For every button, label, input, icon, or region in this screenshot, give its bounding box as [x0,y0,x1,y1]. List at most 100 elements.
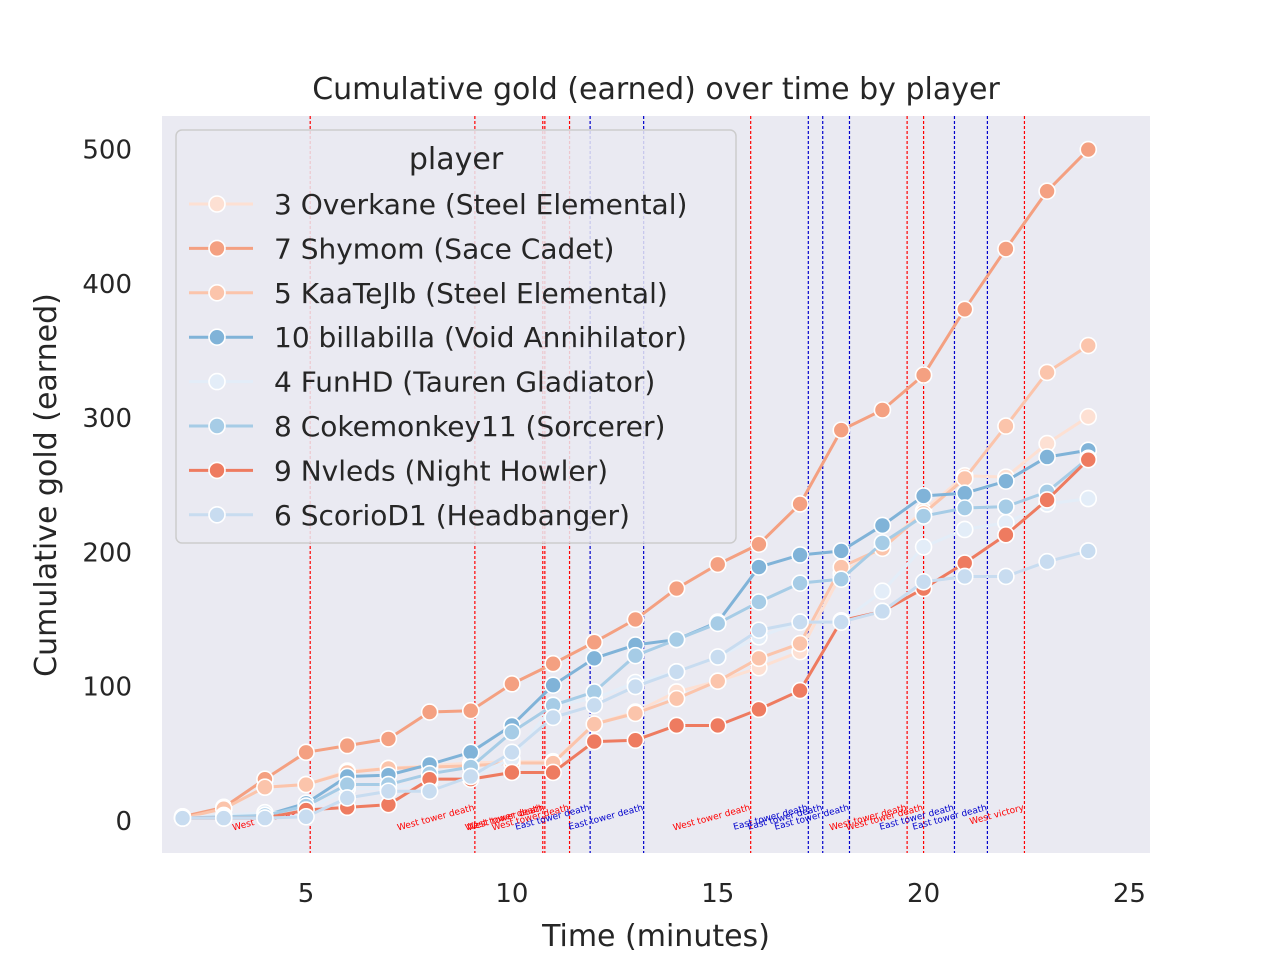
legend-label: 9 Nvleds (Night Howler) [274,454,608,487]
data-point [338,736,357,755]
data-point [832,570,851,588]
data-point [1038,363,1056,382]
legend-marker [208,372,226,391]
data-point [791,546,809,564]
x-tick-label: 5 [298,879,315,909]
legend-marker [208,417,226,435]
data-point [667,689,686,708]
data-point [873,401,892,419]
legend-marker [208,283,226,302]
data-point [750,593,768,611]
x-tick-label: 25 [1113,879,1146,909]
data-point [791,681,809,700]
data-point [503,763,521,782]
data-point [873,602,892,621]
data-point [997,472,1015,490]
data-point [503,723,521,741]
data-point [503,675,521,693]
legend-marker [208,195,226,213]
data-point [1079,407,1098,426]
data-point [1038,448,1056,466]
data-point [503,743,521,762]
data-point [667,716,686,735]
series [173,542,1098,827]
data-point [420,782,439,801]
data-point [997,526,1015,544]
data-point [914,538,933,556]
chart-title: Cumulative gold (earned) over time by pl… [312,72,1000,107]
data-point [832,613,851,631]
data-point [1079,140,1098,159]
data-point [667,579,686,598]
data-point [708,555,727,574]
data-point [297,775,315,794]
y-tick-label: 200 [82,538,132,568]
legend-marker [208,461,226,480]
data-point [585,696,604,715]
data-point [1038,491,1056,509]
data-point [544,676,562,694]
data-point [256,809,274,827]
legend-label: 6 ScorioD1 (Headbanger) [274,499,630,532]
data-point [1079,489,1098,508]
data-point [873,582,892,601]
data-point [1038,182,1056,200]
data-point [585,649,604,668]
data-point [461,743,480,762]
y-tick-label: 100 [82,673,132,703]
legend-title: player [409,142,504,177]
data-point [667,630,686,649]
data-point [750,700,768,719]
data-point [1079,336,1098,355]
data-point [791,613,809,631]
data-point [832,421,851,439]
x-tick-label: 10 [495,879,528,909]
data-point [461,767,480,786]
y-axis-label: Cumulative gold (earned) [29,293,64,677]
data-point [997,567,1015,586]
legend-label: 5 KaaTeJlb (Steel Elemental) [274,277,668,310]
data-point [955,484,974,503]
legend-label: 7 Shymom (Sace Cadet) [274,232,614,265]
data-point [1038,552,1056,571]
data-point [626,646,645,665]
data-point [914,487,933,505]
data-point [955,469,974,488]
data-point [256,778,274,797]
data-point [214,809,233,827]
data-point [750,535,768,554]
data-point [955,300,974,319]
data-point [173,809,192,827]
data-point [297,743,315,762]
data-point [914,366,933,384]
data-point [338,789,357,807]
data-point [955,520,974,539]
data-point [708,614,727,633]
y-tick-label: 300 [82,404,132,434]
data-point [750,649,768,668]
data-point [914,573,933,591]
data-point [626,704,645,723]
y-tick-label: 500 [82,136,132,166]
data-point [544,763,562,782]
data-point [544,708,562,727]
data-point [997,497,1015,516]
data-point [955,499,974,517]
legend: player 3 Overkane (Steel Elemental) 7 Shy… [175,129,737,544]
x-axis-label: Time (minutes) [541,919,770,954]
data-point [997,240,1015,258]
legend-label: 8 Cokemonkey11 (Sorcerer) [274,410,665,443]
data-point [873,534,892,552]
data-point [585,633,604,652]
data-point [750,558,768,576]
data-point [626,731,645,750]
data-point [461,701,480,720]
data-point [708,716,727,735]
data-point [626,677,645,696]
x-tick-label: 15 [701,879,734,909]
legend-label: 10 billabilla (Void Annihilator) [274,321,687,354]
legend-marker [208,505,226,524]
data-point [1079,542,1098,560]
data-point [379,730,398,748]
